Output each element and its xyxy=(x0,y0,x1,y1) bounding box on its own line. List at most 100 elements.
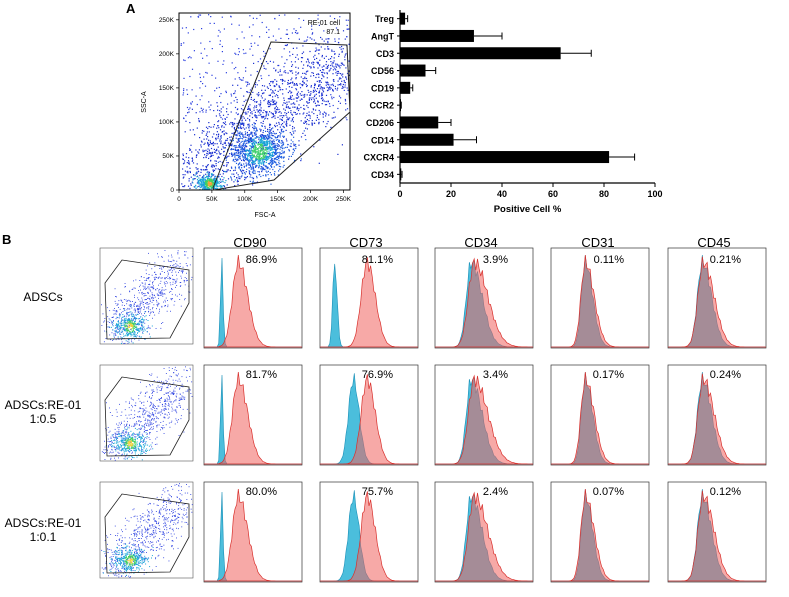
mini-scatter-point xyxy=(191,279,192,281)
scatter-point xyxy=(238,151,240,153)
scatter-point xyxy=(264,155,266,157)
mini-scatter-point xyxy=(120,323,122,325)
scatter-point xyxy=(209,140,211,142)
scatter-point xyxy=(208,149,210,151)
scatter-point xyxy=(241,119,243,121)
scatter-point xyxy=(220,137,222,139)
scatter-point xyxy=(218,183,220,185)
flow-scatter-plot: RE-01 cell 87.1 0 50K 100K 150K 200K 250K 050… xyxy=(141,12,352,219)
scatter-point xyxy=(221,175,223,178)
scatter-point xyxy=(240,141,242,143)
mini-scatter-point xyxy=(121,343,122,344)
mini-scatter-point xyxy=(176,370,178,371)
scatter-point xyxy=(231,173,233,175)
mini-scatter-point xyxy=(135,436,137,438)
scatter-point xyxy=(241,140,243,142)
scatter-point xyxy=(233,169,235,172)
mini-scatter-point xyxy=(125,414,127,416)
mini-scatter-point xyxy=(171,299,173,301)
mini-scatter-point xyxy=(119,424,121,426)
scatter-point xyxy=(181,27,184,29)
mini-scatter-point xyxy=(169,278,171,280)
mini-scatter-point xyxy=(145,393,146,394)
mini-scatter-point xyxy=(163,301,164,303)
mini-scatter-point xyxy=(164,278,166,280)
mini-scatter-point xyxy=(135,434,137,435)
mini-scatter-point xyxy=(148,292,149,294)
scatter-point xyxy=(262,162,264,164)
scatter-point xyxy=(266,86,268,88)
scatter-point xyxy=(184,185,186,187)
mini-scatter-point xyxy=(144,438,145,440)
scatter-point xyxy=(345,117,347,119)
mini-scatter-point xyxy=(134,427,136,429)
scatter-point xyxy=(328,87,330,89)
scatter-point xyxy=(261,138,263,140)
scatter-point xyxy=(248,164,250,166)
scatter-point xyxy=(268,94,270,96)
scatter-point xyxy=(208,14,210,16)
scatter-point xyxy=(221,45,223,48)
scatter-point xyxy=(330,84,332,86)
mini-scatter-point xyxy=(133,399,134,401)
mini-scatter-point xyxy=(114,332,116,334)
scatter-point xyxy=(198,182,200,184)
scatter-point xyxy=(340,84,342,86)
scatter-point xyxy=(315,90,317,92)
mini-scatter-point xyxy=(181,277,182,279)
scatter-point xyxy=(291,95,293,97)
scatter-point xyxy=(283,48,285,50)
scatter-point xyxy=(201,179,203,181)
scatter-point xyxy=(269,163,271,165)
scatter-point xyxy=(237,127,239,129)
scatter-point xyxy=(250,96,252,98)
scatter-point xyxy=(240,169,242,171)
mini-scatter-point xyxy=(155,274,157,276)
scatter-point xyxy=(282,89,284,91)
scatter-point xyxy=(311,38,313,40)
scatter-point xyxy=(258,137,260,139)
mini-scatter-point xyxy=(179,293,180,295)
mini-scatter-point xyxy=(160,429,161,431)
scatter-point xyxy=(285,33,287,35)
scatter-point xyxy=(267,113,269,115)
mini-scatter-point xyxy=(142,322,144,324)
mini-scatter-point xyxy=(163,410,165,412)
scatter-point xyxy=(234,78,236,80)
scatter-point xyxy=(288,38,290,40)
scatter-point xyxy=(253,145,255,147)
scatter-point xyxy=(199,186,201,188)
scatter-point xyxy=(267,140,269,142)
scatter-point xyxy=(252,167,254,169)
scatter-point xyxy=(274,171,276,173)
scatter-point xyxy=(248,160,251,162)
scatter-point xyxy=(257,154,259,156)
scatter-point xyxy=(274,148,276,150)
scatter-point xyxy=(206,138,208,140)
mini-scatter-point xyxy=(149,439,151,440)
scatter-point xyxy=(254,142,256,144)
scatter-point xyxy=(336,70,338,73)
scatter-point xyxy=(264,155,267,157)
scatter-point xyxy=(237,138,239,140)
mini-scatter-point xyxy=(125,432,127,434)
mini-scatter-point xyxy=(176,406,177,408)
scatter-point xyxy=(307,65,309,67)
scatter-point xyxy=(276,107,279,109)
scatter-point xyxy=(243,117,245,119)
scatter-point xyxy=(290,155,292,157)
mini-scatter-point xyxy=(127,340,129,342)
scatter-point xyxy=(253,154,255,156)
scatter-point xyxy=(291,65,293,67)
scatter-point xyxy=(342,76,344,78)
scatter-point xyxy=(274,151,276,153)
scatter-point xyxy=(223,126,225,128)
mini-scatter-point xyxy=(151,286,152,288)
scatter-point xyxy=(237,158,239,160)
scatter-point xyxy=(213,151,215,153)
mini-scatter-point xyxy=(128,434,130,436)
scatter-point xyxy=(298,104,300,106)
mini-scatter-point xyxy=(158,405,160,407)
scatter-point xyxy=(212,181,214,184)
scatter-point xyxy=(294,84,296,86)
